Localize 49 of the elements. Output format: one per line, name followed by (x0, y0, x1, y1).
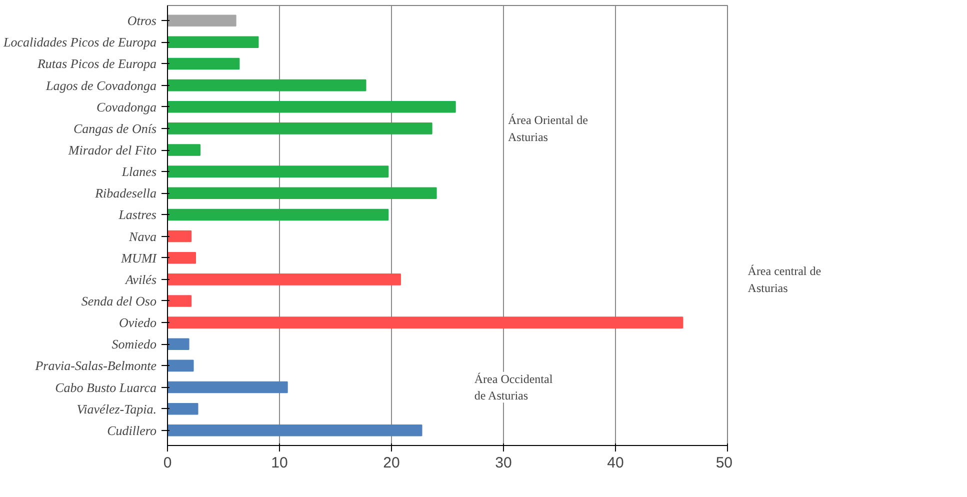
bar (168, 36, 259, 48)
annotation: Área Oriental de Asturias (508, 113, 588, 144)
bar (168, 381, 288, 394)
bar (168, 424, 422, 436)
bar (168, 100, 456, 113)
bar (168, 122, 432, 134)
bar (168, 208, 389, 221)
bar (168, 402, 198, 415)
y-tick-label: Cangas de Onís (73, 120, 157, 136)
y-tick-label: Lagos de Covadonga (45, 78, 157, 93)
y-tick-label: Lastres (118, 207, 157, 222)
bar (168, 338, 190, 350)
y-tick-label: Cabo Busto Luarca (55, 380, 157, 395)
bar (168, 252, 196, 264)
x-tick-label: 40 (607, 454, 624, 472)
bar (168, 144, 200, 156)
y-tick-label: Llanes (120, 164, 156, 180)
x-tick-label: 30 (495, 454, 512, 472)
bar (168, 79, 366, 92)
y-tick-label: Viavélez-Tapia. (76, 401, 156, 416)
y-tick-label: Ribadesella (94, 186, 157, 201)
y-tick-label: Oviedo (118, 315, 157, 330)
y-tick-label: MUMI (120, 250, 158, 266)
x-tick-label: 0 (163, 454, 172, 472)
y-tick-label: Pravia-Salas-Belmonte (34, 358, 157, 374)
y-tick-label: Cudillero (107, 422, 157, 438)
y-tick-label: Otros (127, 13, 157, 28)
x-tick-label: 50 (716, 454, 733, 472)
bar (168, 166, 389, 178)
y-tick-label: Nava (128, 228, 157, 244)
bar (168, 58, 240, 70)
bar (168, 295, 192, 307)
y-tick-label: Mirador del Fito (67, 142, 157, 158)
text: Área central de Asturias (748, 264, 822, 295)
y-tick-label: Avilés (124, 272, 156, 287)
bar (168, 274, 401, 286)
y-tick-label: Covadonga (96, 99, 157, 114)
y-tick-label: Senda del Oso (81, 293, 157, 308)
y-tick-label: Rutas Picos de Europa (36, 56, 157, 72)
bar (168, 14, 236, 26)
x-tick-label: 20 (383, 454, 400, 472)
y-tick-label: Localidades Picos de Europa (2, 34, 157, 50)
bar (168, 230, 192, 242)
annotation: Área Occidental de Asturias (474, 372, 554, 403)
y-tick-label: Somiedo (112, 336, 157, 352)
bar (168, 316, 684, 328)
bar (168, 360, 194, 372)
bar (168, 187, 437, 200)
x-tick-label: 10 (271, 454, 288, 472)
